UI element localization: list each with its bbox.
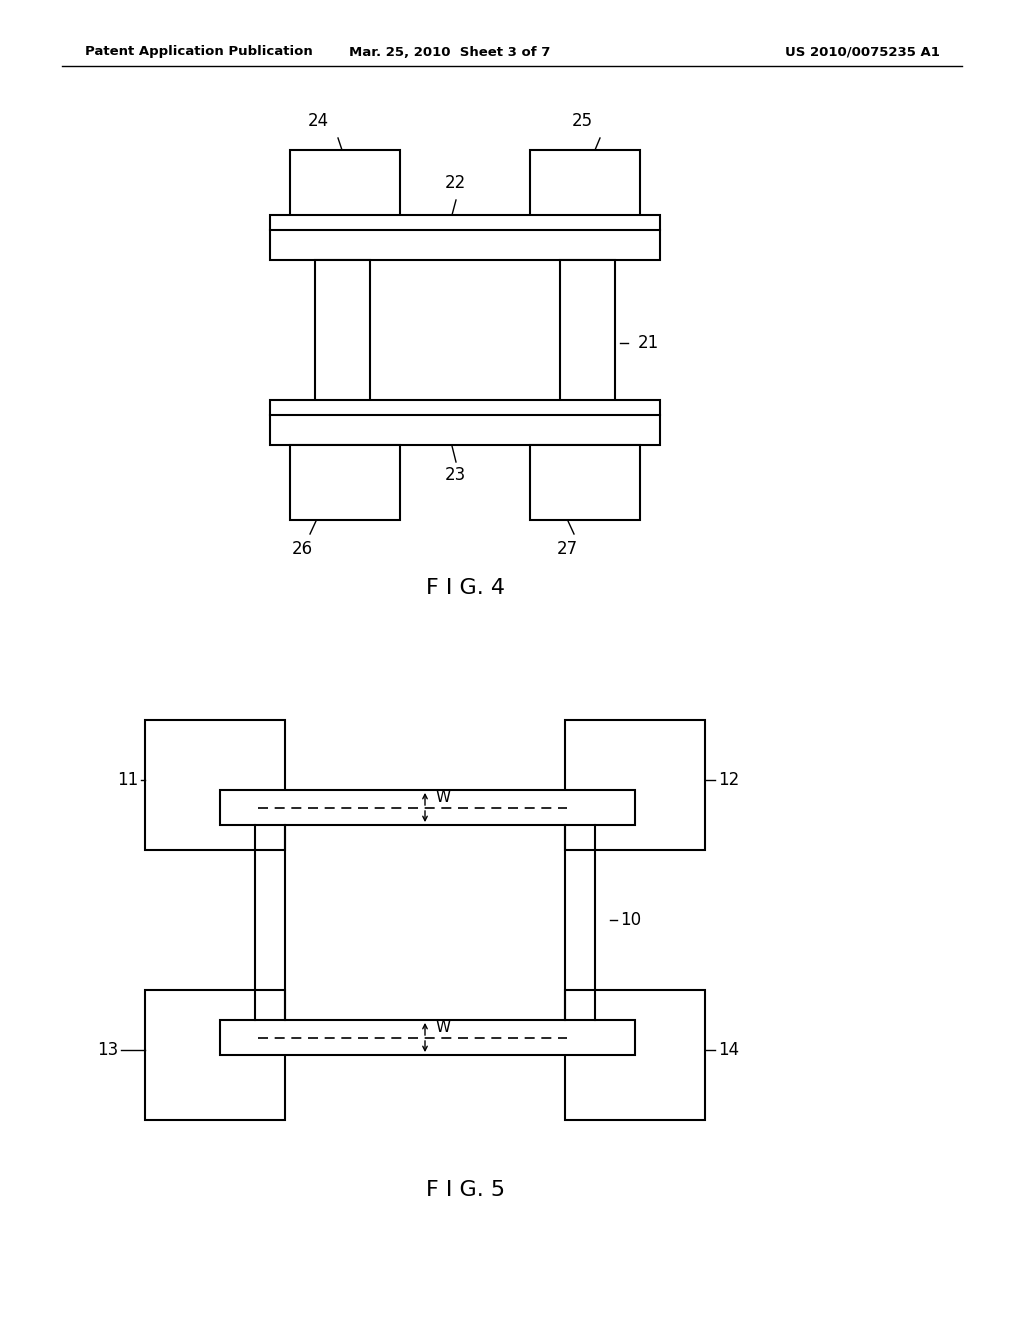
Text: Mar. 25, 2010  Sheet 3 of 7: Mar. 25, 2010 Sheet 3 of 7: [349, 45, 551, 58]
Text: 22: 22: [444, 174, 466, 191]
Text: 12: 12: [718, 771, 739, 789]
Bar: [145, 990, 285, 1119]
Text: 25: 25: [571, 112, 593, 129]
Text: 27: 27: [556, 540, 578, 558]
Text: 24: 24: [307, 112, 329, 129]
Bar: [290, 150, 400, 224]
Text: 11: 11: [117, 771, 138, 789]
Bar: [530, 150, 640, 224]
Text: 13: 13: [96, 1041, 118, 1059]
Text: US 2010/0075235 A1: US 2010/0075235 A1: [785, 45, 940, 58]
Text: Patent Application Publication: Patent Application Publication: [85, 45, 312, 58]
Text: W: W: [435, 789, 451, 804]
Text: W: W: [435, 1019, 451, 1035]
Bar: [220, 1020, 635, 1055]
Text: 14: 14: [718, 1041, 739, 1059]
Bar: [560, 260, 615, 411]
Bar: [315, 260, 370, 411]
Text: 26: 26: [292, 540, 312, 558]
Bar: [530, 445, 640, 520]
Bar: [290, 445, 400, 520]
Text: 21: 21: [638, 334, 659, 352]
Text: F I G. 4: F I G. 4: [427, 578, 506, 598]
Bar: [565, 990, 705, 1119]
Text: F I G. 5: F I G. 5: [426, 1180, 506, 1200]
Bar: [270, 400, 660, 445]
Bar: [565, 719, 705, 850]
Bar: [270, 215, 660, 260]
Bar: [145, 719, 285, 850]
Bar: [220, 789, 635, 825]
Text: 10: 10: [620, 911, 641, 929]
Text: 23: 23: [444, 466, 466, 484]
